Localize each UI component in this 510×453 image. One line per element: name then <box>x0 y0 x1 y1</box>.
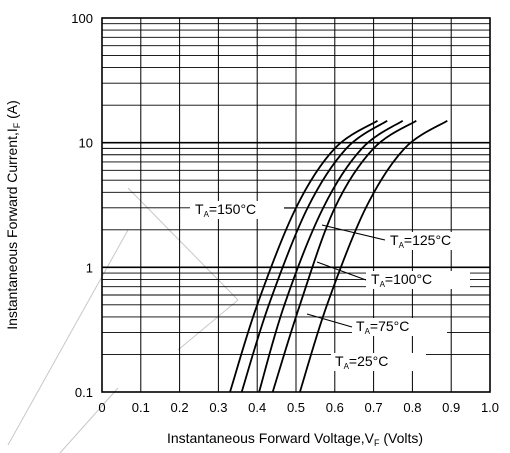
series-line-0 <box>229 119 378 393</box>
chart-curve-labels: TA=150°C TA=125°C TA=100°C TA=75°C TA=25°C <box>190 201 489 371</box>
x-tick-label: 0.4 <box>248 400 266 415</box>
chart-curves <box>229 119 448 393</box>
curve-label-0: TA=150°C <box>195 201 256 219</box>
curve-label-background <box>385 232 489 250</box>
x-tick-label: 0.7 <box>365 400 383 415</box>
x-tick-label: 0.6 <box>326 400 344 415</box>
series-line-1 <box>240 119 388 393</box>
plot-frame <box>101 17 491 393</box>
curve-label-4: TA=25°C <box>335 353 388 371</box>
x-tick-label: 0.2 <box>171 400 189 415</box>
curve-label-background <box>190 201 284 219</box>
y-tick-label: 10 <box>79 136 93 151</box>
y-axis-label: Instantaneous Forward Current,IF (A) <box>4 100 22 330</box>
curve-label-2: TA=100°C <box>371 271 432 289</box>
chart-tick-labels: 0 0.1 0.2 0.3 0.4 0.5 0.6 0.7 0.8 0.9 1.0 0.1 1 10 100 <box>71 11 499 415</box>
curve-label-leader <box>316 261 367 281</box>
watermark-stroke <box>7 229 129 446</box>
curve-label-1: TA=125°C <box>390 232 451 250</box>
x-tick-label: 0.9 <box>442 400 460 415</box>
x-tick-label: 0.5 <box>287 400 305 415</box>
curve-label-background <box>352 318 447 336</box>
y-tick-label: 100 <box>71 11 93 26</box>
y-tick-label: 0.1 <box>75 385 93 400</box>
curve-label-background <box>366 271 470 289</box>
curve-label-leader <box>306 313 353 328</box>
x-tick-label: 1.0 <box>481 400 499 415</box>
x-tick-label: 0 <box>98 400 105 415</box>
series-line-3 <box>271 119 417 393</box>
curve-label-3: TA=75°C <box>356 318 409 336</box>
y-tick-label: 1 <box>86 260 93 275</box>
series-line-4 <box>299 119 448 393</box>
watermark-stroke <box>127 187 239 301</box>
watermark-stroke <box>59 387 119 453</box>
curve-label-leader <box>321 224 386 241</box>
watermark-stroke <box>177 299 239 351</box>
x-tick-label: 0.3 <box>209 400 227 415</box>
series-line-2 <box>258 119 404 393</box>
curve-label-background <box>331 353 426 371</box>
x-tick-label: 0.8 <box>403 400 421 415</box>
preliminary-watermark <box>7 187 239 453</box>
x-axis-label: Instantaneous Forward Voltage,VF (Volts) <box>167 430 423 448</box>
x-tick-label: 0.1 <box>132 400 150 415</box>
